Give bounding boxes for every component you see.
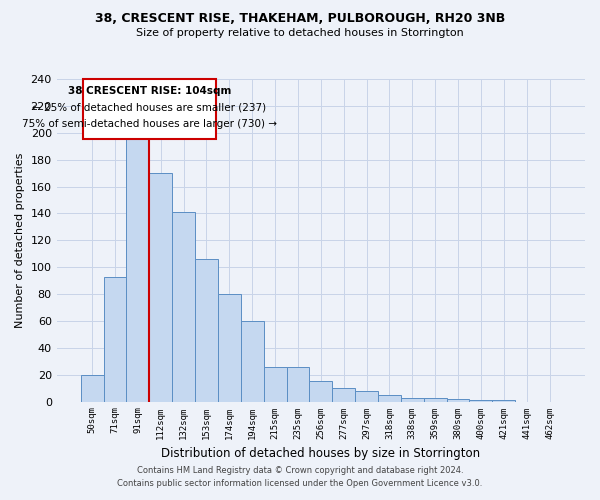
Text: Contains HM Land Registry data © Crown copyright and database right 2024.
Contai: Contains HM Land Registry data © Crown c… [118,466,482,487]
Bar [149,173,172,402]
Bar [493,400,515,402]
Bar [287,366,310,402]
Bar [127,133,149,402]
Bar [195,259,218,402]
Bar [401,398,424,402]
Bar [332,388,355,402]
Text: 75% of semi-detached houses are larger (730) →: 75% of semi-detached houses are larger (… [22,120,277,130]
Bar [218,294,241,402]
Text: 38, CRESCENT RISE, THAKEHAM, PULBOROUGH, RH20 3NB: 38, CRESCENT RISE, THAKEHAM, PULBOROUGH,… [95,12,505,26]
Bar [310,382,332,402]
Text: 38 CRESCENT RISE: 104sqm: 38 CRESCENT RISE: 104sqm [68,86,231,96]
Bar [469,400,493,402]
Bar [263,366,287,402]
Bar [424,398,446,402]
Bar [446,399,469,402]
Bar [104,276,127,402]
Bar [378,395,401,402]
X-axis label: Distribution of detached houses by size in Storrington: Distribution of detached houses by size … [161,447,481,460]
Text: Size of property relative to detached houses in Storrington: Size of property relative to detached ho… [136,28,464,38]
Text: ← 25% of detached houses are smaller (237): ← 25% of detached houses are smaller (23… [32,102,266,113]
Bar [241,321,263,402]
Y-axis label: Number of detached properties: Number of detached properties [15,152,25,328]
Bar [80,374,104,402]
Bar [355,391,378,402]
Bar [172,212,195,402]
